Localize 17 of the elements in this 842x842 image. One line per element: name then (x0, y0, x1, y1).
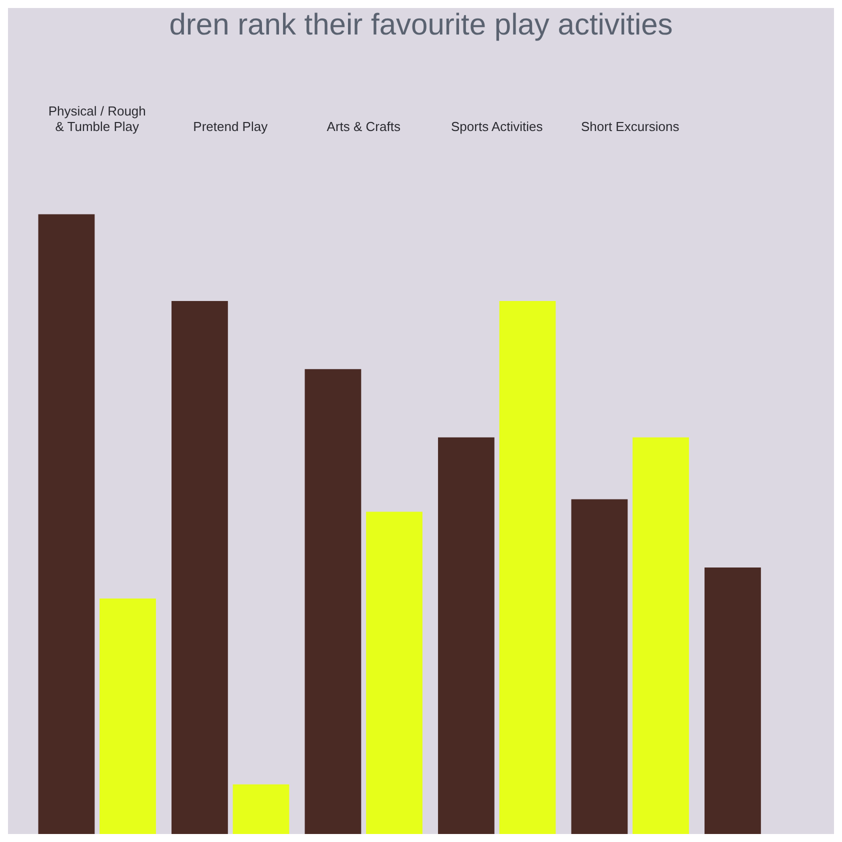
chart-title: dren rank their favourite play activities (169, 8, 673, 42)
x-tick-label: Sports Activities (450, 118, 544, 134)
bar (438, 437, 494, 834)
bar (499, 300, 556, 834)
bar (304, 369, 362, 834)
bar (571, 499, 628, 834)
bar (38, 214, 95, 834)
bar (172, 300, 228, 834)
bar (366, 512, 422, 834)
x-tick-label: Pretend Play (193, 118, 268, 134)
x-tick-label: Arts & Crafts (326, 118, 401, 134)
bar (232, 784, 290, 834)
bar (704, 567, 761, 834)
x-tick-label: Short Excursions (580, 118, 680, 134)
bar (100, 598, 156, 834)
bar (632, 437, 689, 834)
x-tick-label: Physical / Rough & Tumble Play (48, 103, 146, 134)
